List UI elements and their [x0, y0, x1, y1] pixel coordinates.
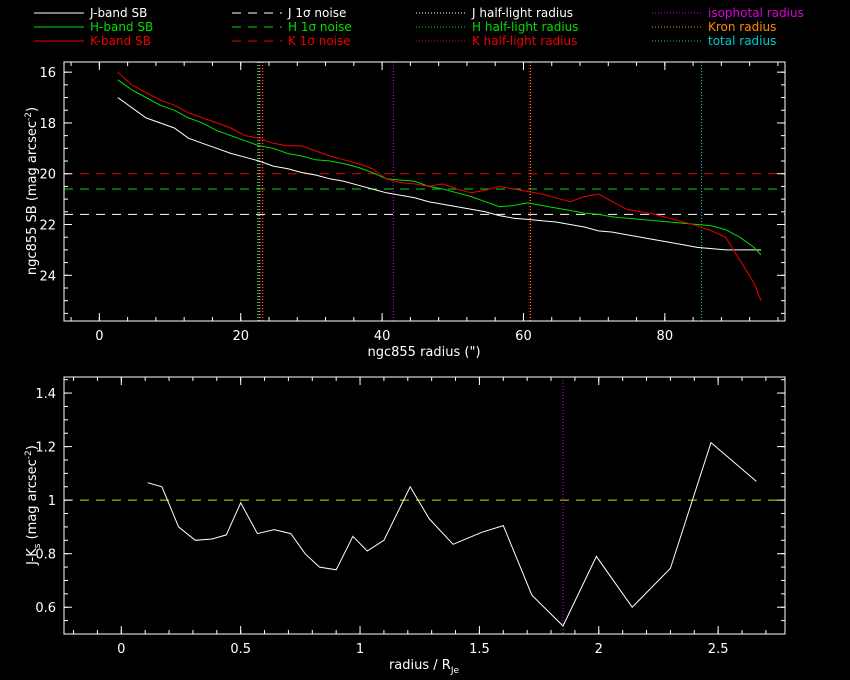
y-tick-label-0-0: 16 [39, 66, 56, 81]
series-0-1 [117, 79, 762, 256]
x-tick-label-1-3: 1.5 [469, 642, 490, 657]
y-tick-label-1-4: 1.4 [35, 387, 56, 402]
y-tick-label-1-0: 0.6 [35, 601, 56, 616]
x-tick-label-1-1: 0.5 [230, 642, 251, 657]
y-tick-label-1-3: 1.2 [35, 441, 56, 456]
legend-label-9: isophotal radius [708, 6, 804, 20]
legend-label-4: H 1σ noise [288, 20, 352, 34]
legend-label-8: K half-light radius [472, 34, 577, 48]
legend-label-2: K-band SB [90, 34, 151, 48]
x-tick-label-1-0: 0 [117, 642, 125, 657]
legend-label-6: J half-light radius [471, 6, 573, 20]
sb-xlabel: ngc855 radius (") [367, 345, 480, 360]
color-xlabel: radius / RJe [389, 658, 460, 676]
x-tick-label-0-3: 60 [515, 329, 532, 344]
sb-plot-frame [63, 61, 786, 322]
color-profile-panel: 0 0.5 1 1.5 2 2.5 0.6 0.8 1 1.2 1.4 radius / RJe J… [24, 376, 786, 676]
y-tick-label-0-2: 20 [39, 168, 56, 183]
legend-label-10: Kron radius [708, 20, 776, 34]
series-0-0 [117, 97, 761, 251]
legend-label-7: H half-light radius [472, 20, 579, 34]
x-tick-label-0-2: 40 [374, 329, 391, 344]
y-tick-label-0-3: 22 [39, 219, 56, 234]
legend-label-0: J-band SB [89, 6, 147, 20]
y-tick-label-0-1: 18 [39, 117, 56, 132]
x-tick-label-1-5: 2.5 [708, 642, 729, 657]
x-tick-label-1-4: 2 [595, 642, 603, 657]
color-plot-frame [63, 376, 786, 635]
series-1-0 [147, 441, 757, 627]
sb-ylabel: ngc855 SB (mag arcsec-2) [24, 107, 40, 275]
y-tick-label-0-4: 24 [39, 269, 56, 284]
legend-label-1: H-band SB [90, 20, 153, 34]
series-0-2 [117, 71, 762, 301]
x-tick-label-0-4: 80 [657, 329, 674, 344]
y-tick-label-1-1: 0.8 [35, 548, 56, 563]
legend-label-11: total radius [708, 34, 776, 48]
x-tick-label-0-1: 20 [232, 329, 249, 344]
color-ylabel: J-Ks (mag arcsec-2) [24, 445, 43, 566]
x-tick-label-1-2: 1 [356, 642, 364, 657]
legend-label-5: K 1σ noise [288, 34, 351, 48]
sb-profile-panel: 0 20 40 60 80 16 18 20 22 24 ngc855 radius (") ng… [24, 61, 786, 360]
y-tick-label-1-2: 1 [48, 494, 56, 509]
x-tick-label-0-0: 0 [95, 329, 103, 344]
legend-label-3: J 1σ noise [287, 6, 346, 20]
